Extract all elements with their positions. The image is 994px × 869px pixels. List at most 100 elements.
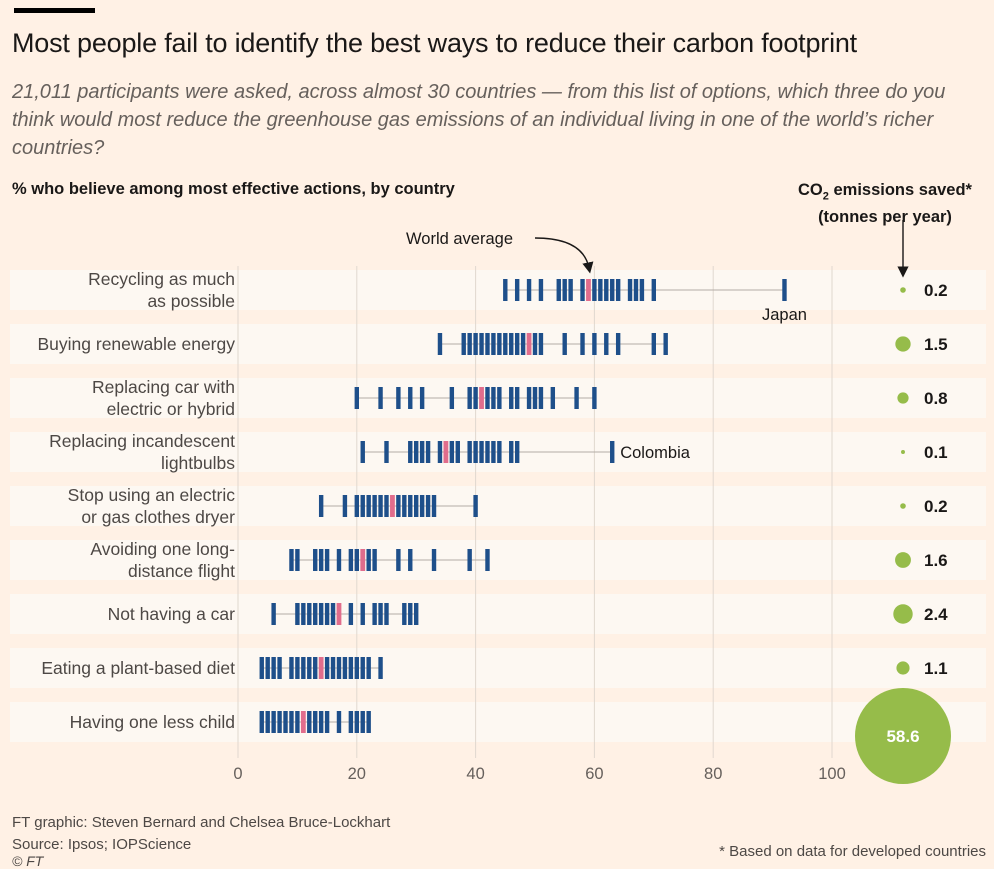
country-mark (503, 333, 508, 355)
country-mark (295, 657, 300, 679)
strip-row: Avoiding one long-distance flight (90, 539, 490, 581)
country-mark (473, 387, 478, 409)
copyright: © FT (12, 853, 44, 869)
country-mark (396, 549, 401, 571)
country-mark (556, 279, 561, 301)
country-mark (366, 711, 371, 733)
country-mark (491, 441, 496, 463)
country-mark (473, 495, 478, 517)
country-mark (449, 441, 455, 463)
row-label: or gas clothes dryer (81, 507, 235, 527)
country-mark (419, 387, 425, 409)
country-mark (295, 711, 300, 733)
country-mark (473, 441, 478, 463)
row-label: Stop using an electric (68, 485, 236, 505)
country-mark (360, 711, 365, 733)
country-mark (372, 495, 377, 517)
country-mark (318, 603, 324, 625)
country-mark (360, 495, 365, 517)
country-mark (295, 603, 300, 625)
country-mark (538, 279, 544, 301)
country-mark (348, 603, 354, 625)
country-mark (485, 333, 490, 355)
co2-value: 0.1 (924, 443, 948, 462)
tick-label: 100 (818, 765, 846, 783)
co2-bubble (893, 604, 913, 624)
country-mark (627, 279, 633, 301)
country-mark (289, 549, 294, 571)
country-mark (366, 549, 371, 571)
country-mark (485, 441, 490, 463)
country-mark (431, 495, 437, 517)
country-mark (354, 495, 359, 517)
world-average-arrow (534, 237, 594, 274)
country-mark (514, 333, 520, 355)
co2-bubble (900, 287, 906, 293)
country-mark (259, 711, 264, 733)
country-mark (378, 603, 383, 625)
country-mark (301, 603, 306, 625)
country-mark (425, 495, 431, 517)
country-mark (467, 549, 472, 571)
country-mark (324, 657, 330, 679)
country-mark (491, 387, 496, 409)
country-mark (402, 495, 407, 517)
country-mark (449, 387, 455, 409)
co2-value: 0.2 (924, 281, 948, 300)
country-mark (301, 657, 306, 679)
tick-label: 80 (704, 765, 722, 783)
country-mark (366, 657, 371, 679)
country-mark (604, 333, 609, 355)
footnote: * Based on data for developed countries (719, 843, 986, 860)
co2-value: 0.2 (924, 497, 948, 516)
country-mark (615, 333, 621, 355)
country-mark (348, 657, 354, 679)
country-mark (259, 657, 264, 679)
world-average-label: World average (406, 230, 513, 248)
co2-bubble (900, 503, 906, 509)
country-mark (651, 333, 656, 355)
country-mark (568, 279, 573, 301)
country-mark (514, 387, 520, 409)
world-average-mark (300, 711, 306, 733)
country-mark (615, 279, 621, 301)
source: Source: Ipsos; IOPScience (12, 836, 192, 853)
country-mark (324, 549, 330, 571)
country-mark (592, 279, 597, 301)
country-mark (324, 603, 330, 625)
co2-title-pre: CO (798, 181, 823, 199)
co2-bubble (895, 552, 911, 568)
country-mark (520, 333, 526, 355)
country-mark (526, 387, 532, 409)
co2-value: 58.6 (886, 727, 919, 746)
country-mark (360, 603, 365, 625)
strip-row: Having one less child (70, 711, 371, 733)
country-mark (277, 711, 282, 733)
world-average-mark (526, 333, 532, 355)
country-mark (354, 549, 359, 571)
world-average-mark (586, 279, 591, 301)
country-mark (610, 279, 615, 301)
world-average-mark (443, 441, 449, 463)
country-mark (271, 603, 276, 625)
country-mark (396, 495, 401, 517)
country-mark (538, 387, 544, 409)
country-mark (372, 603, 377, 625)
country-mark (455, 441, 460, 463)
country-mark (550, 387, 556, 409)
country-mark (348, 549, 354, 571)
country-mark (271, 657, 276, 679)
country-mark (639, 279, 645, 301)
country-mark (592, 387, 597, 409)
co2-bubble (895, 336, 911, 352)
country-mark (538, 333, 544, 355)
tick-label: 40 (466, 765, 484, 783)
country-mark (277, 657, 282, 679)
country-mark (402, 603, 407, 625)
country-mark (283, 711, 288, 733)
chart-title: Most people fail to identify the best wa… (12, 28, 857, 58)
